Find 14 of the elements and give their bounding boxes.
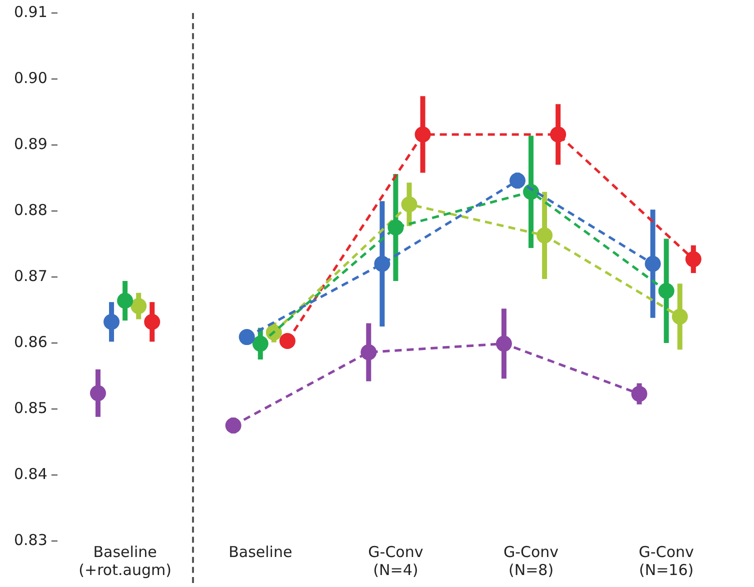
x-tick-label: G-Conv (N=16) bbox=[638, 542, 694, 579]
y-tick-label: 0.91 bbox=[14, 2, 48, 21]
y-tick-label: 0.86 bbox=[14, 332, 48, 351]
y-tick-label: 0.90 bbox=[14, 68, 48, 87]
y-tick-label: 0.89 bbox=[14, 134, 48, 153]
x-tick-label: G-Conv (N=4) bbox=[368, 542, 424, 579]
x-tick-label: Baseline (+rot.augm) bbox=[78, 542, 172, 579]
y-tick-label: 0.84 bbox=[14, 464, 48, 483]
y-tick-label: 0.83 bbox=[14, 530, 48, 549]
x-tick-label: G-Conv (N=8) bbox=[503, 542, 559, 579]
y-tick-label: 0.88 bbox=[14, 200, 48, 219]
x-tick-label: Baseline bbox=[228, 542, 292, 561]
y-tick-label: 0.87 bbox=[14, 266, 48, 285]
y-tick-label: 0.85 bbox=[14, 398, 48, 417]
